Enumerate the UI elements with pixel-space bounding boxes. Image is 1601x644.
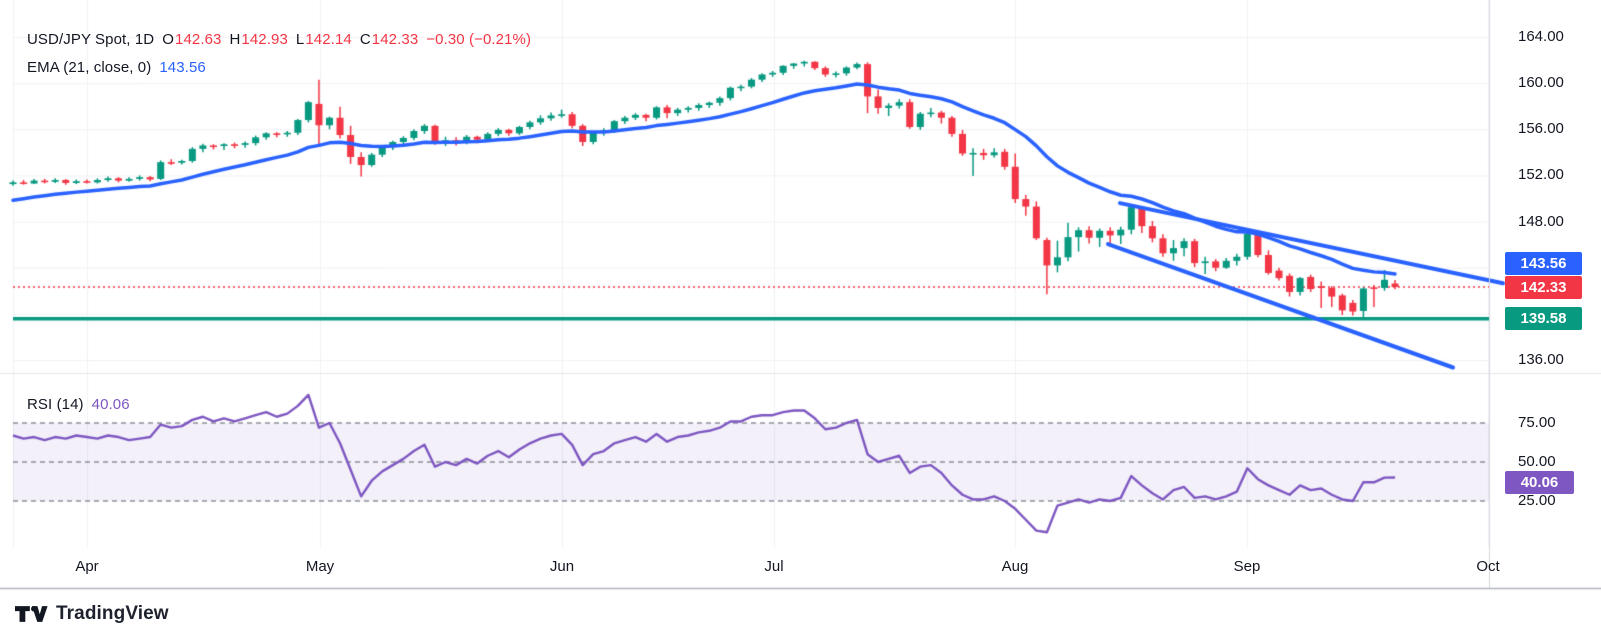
tradingview-logo-icon — [15, 606, 48, 622]
month-label: Apr — [75, 558, 99, 575]
close-value: 142.33 — [371, 31, 419, 48]
month-label: Aug — [1001, 558, 1029, 575]
support-price-label: 139.58 — [1505, 307, 1582, 330]
low-value: 142.14 — [305, 31, 352, 48]
tradingview-attribution-link[interactable]: TradingView — [15, 603, 169, 625]
ema-legend-label[interactable]: EMA (21, close, 0) — [27, 59, 152, 76]
rsi-tick: 75.00 — [1518, 414, 1556, 431]
symbol-legend: USD/JPY Spot, 1D O 142.63 H 142.93 L 142.14… — [27, 31, 531, 48]
month-label: Jun — [549, 558, 575, 575]
ema-price-label: 143.56 — [1505, 252, 1582, 275]
rsi-legend-value: 40.06 — [91, 396, 130, 413]
ohlc-open: O 142.63 — [162, 31, 221, 48]
price-tick: 160.00 — [1518, 74, 1564, 92]
close-label: C — [359, 31, 371, 48]
ema-legend-value: 143.56 — [159, 59, 206, 76]
low-label: L — [295, 31, 305, 48]
price-tick: 164.00 — [1518, 28, 1564, 45]
month-label: Oct — [1476, 558, 1500, 575]
month-label: Sep — [1233, 558, 1261, 575]
time-axis[interactable]: Apr May Jun Jul Aug Sep Oct — [0, 547, 1499, 588]
change-value: −0.30 (−0.21%) — [426, 31, 532, 48]
price-tick: 152.00 — [1518, 166, 1564, 184]
rsi-value-label: 40.06 — [1505, 471, 1574, 494]
rsi-tick: 50.00 — [1518, 453, 1556, 470]
price-axis[interactable]: 143.56 142.33 139.58 40.06 164.00 160.00 1… — [1489, 0, 1601, 588]
rsi-legend: RSI (14) 40.06 — [27, 396, 130, 413]
month-label: May — [305, 558, 335, 575]
last-price-label: 142.33 — [1505, 276, 1582, 299]
ohlc-low: L 142.14 — [296, 31, 352, 48]
rsi-tick: 25.00 — [1518, 492, 1556, 509]
symbol-title[interactable]: USD/JPY Spot, 1D — [27, 31, 155, 48]
price-tick: 148.00 — [1518, 212, 1564, 230]
open-value: 142.63 — [175, 31, 222, 48]
month-label: Jul — [764, 558, 784, 575]
ema-legend: EMA (21, close, 0) 143.56 — [27, 59, 206, 76]
tradingview-brand-text: TradingView — [56, 603, 169, 624]
ohlc-close: C 142.33 — [360, 31, 418, 48]
ohlc-high: H 142.93 — [229, 31, 287, 48]
price-tick: 136.00 — [1518, 351, 1564, 368]
rsi-legend-label[interactable]: RSI (14) — [27, 396, 84, 413]
high-value: 142.93 — [241, 31, 288, 48]
high-label: H — [229, 31, 241, 48]
price-tick: 156.00 — [1518, 120, 1564, 138]
open-label: O — [162, 31, 174, 48]
